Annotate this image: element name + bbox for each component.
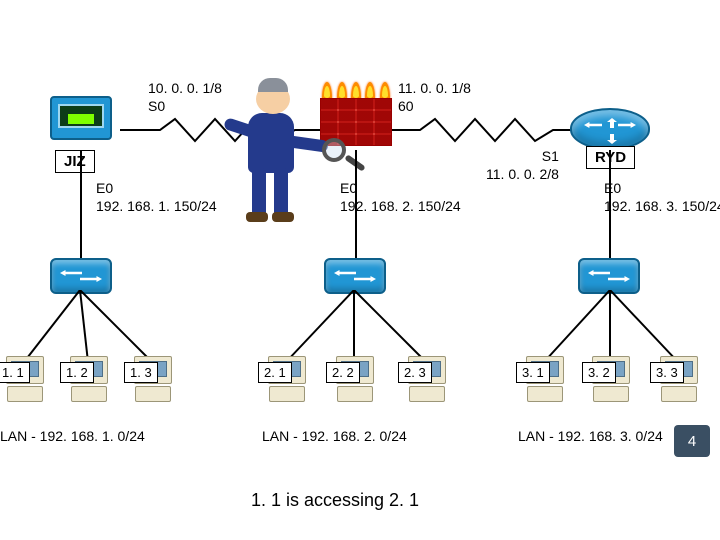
fw-s0-ip: 11. 0. 0. 1/8	[398, 80, 471, 96]
pc-b2-label: 2. 2	[326, 362, 360, 383]
ryd-e0-label: E0 192. 168. 3. 150/24	[604, 180, 720, 215]
pc-b1-label: 2. 1	[258, 362, 292, 383]
pc-a2: 1. 2	[64, 356, 114, 408]
pc-c3: 3. 3	[654, 356, 704, 408]
ryd-e0-if: E0	[604, 180, 621, 196]
switch-a	[50, 258, 112, 294]
fw-e0-ip: 192. 168. 2. 150/24	[340, 198, 461, 214]
jiz-s0-ip: 10. 0. 0. 1/8	[148, 80, 222, 96]
pc-a1: 1. 1	[0, 356, 50, 408]
pc-a3: 1. 3	[128, 356, 178, 408]
switch-b	[324, 258, 386, 294]
jiz-s0-if: S0	[148, 98, 165, 114]
pc-c3-label: 3. 3	[650, 362, 684, 383]
ryd-s1-if: S1	[542, 148, 559, 164]
lan-a: LAN - 192. 168. 1. 0/24	[0, 428, 145, 444]
router-ryd-icon	[570, 108, 650, 150]
ryd-e0-ip: 192. 168. 3. 150/24	[604, 198, 720, 214]
lan-b: LAN - 192. 168. 2. 0/24	[262, 428, 407, 444]
pc-b1: 2. 1	[262, 356, 312, 408]
link-ryd-sw	[609, 150, 611, 260]
ryd-s1-label: S1 11. 0. 0. 2/8	[486, 148, 559, 183]
link-fw-sw	[355, 150, 357, 260]
ryd-s1-ip: 11. 0. 0. 2/8	[486, 166, 559, 182]
page-number: 4	[674, 425, 710, 457]
status-banner: 1. 1 is accessing 2. 1	[10, 470, 660, 530]
pc-c1: 3. 1	[520, 356, 570, 408]
pc-b3-label: 2. 3	[398, 362, 432, 383]
pc-a2-label: 1. 2	[60, 362, 94, 383]
fw-e0-label: E0 192. 168. 2. 150/24	[340, 180, 461, 215]
fw-s0-label: 11. 0. 0. 1/8 60	[398, 80, 471, 115]
firewall-icon	[320, 82, 392, 146]
jiz-e0-ip: 192. 168. 1. 150/24	[96, 198, 217, 214]
jiz-e0-if: E0	[96, 180, 113, 196]
diagram-canvas: JIZ 10. 0. 0. 1/8 S0 E0 192. 168. 1. 150…	[0, 0, 720, 540]
lan-c: LAN - 192. 168. 3. 0/24	[518, 428, 663, 444]
pc-b2: 2. 2	[330, 356, 380, 408]
investigator-icon	[218, 78, 328, 218]
jiz-s0-label: 10. 0. 0. 1/8 S0	[148, 80, 222, 115]
pc-a3-label: 1. 3	[124, 362, 158, 383]
pc-c2: 3. 2	[586, 356, 636, 408]
jiz-e0-label: E0 192. 168. 1. 150/24	[96, 180, 217, 215]
link-jiz-sw	[80, 150, 82, 260]
pc-c2-label: 3. 2	[582, 362, 616, 383]
wan-link-firewall-ryd	[385, 115, 585, 145]
switch-c	[578, 258, 640, 294]
router-jiz-icon	[50, 96, 112, 140]
router-jiz-label: JIZ	[55, 150, 95, 173]
pc-c1-label: 3. 1	[516, 362, 550, 383]
pc-b3: 2. 3	[402, 356, 452, 408]
pc-a1-label: 1. 1	[0, 362, 30, 383]
fw-s0-if: 60	[398, 98, 414, 114]
